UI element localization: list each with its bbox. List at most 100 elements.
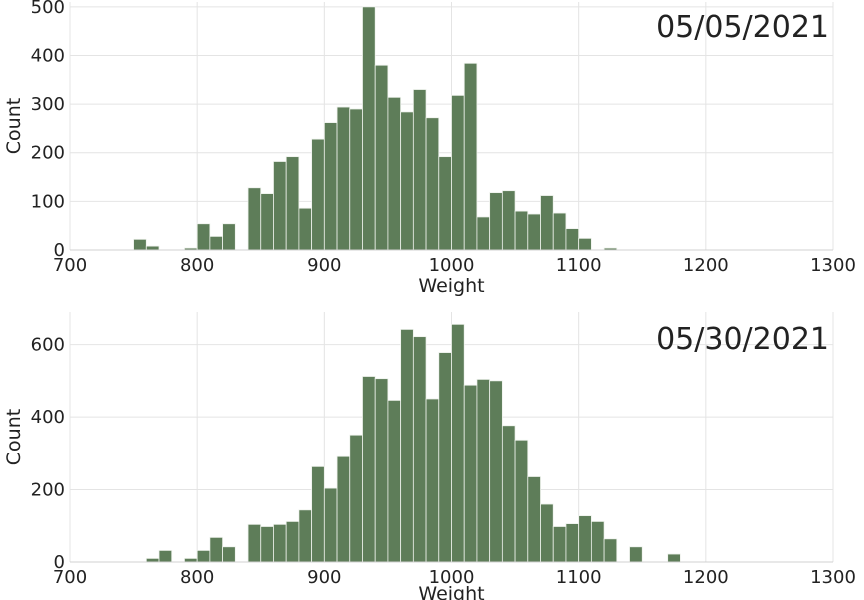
histogram-bar: [463, 384, 478, 563]
histogram-bar: [209, 536, 223, 563]
x-tick-label: 1200: [683, 567, 729, 588]
histogram-bar: [412, 336, 427, 563]
chart-date-title: 05/30/2021: [656, 322, 829, 357]
histogram-bar: [451, 94, 465, 251]
histogram-bar: [603, 538, 618, 563]
histogram-bar: [501, 425, 516, 563]
histogram-bar: [667, 553, 681, 563]
histogram-bar: [298, 509, 313, 563]
histogram-bar: [387, 400, 402, 563]
histogram-bar: [476, 378, 491, 563]
x-tick-label: 700: [53, 567, 87, 588]
histogram-bar: [578, 237, 592, 251]
histogram-bar: [285, 156, 300, 251]
histogram-panel-05-30-2021: 700 800 900 1000 1100 1200 1300 0 200 40…: [3, 312, 856, 600]
histogram-bar: [349, 108, 363, 251]
histogram-bar: [387, 96, 402, 251]
histogram-bar: [527, 213, 541, 251]
histogram-bar: [247, 523, 262, 563]
histogram-bar: [578, 515, 592, 563]
x-tick-label: 1000: [429, 567, 475, 588]
y-tick-labels: 0 100 200 300 400 500: [31, 0, 65, 261]
histogram-bar: [514, 210, 529, 251]
y-tick-label: 600: [31, 335, 65, 356]
y-tick-label: 100: [31, 191, 65, 212]
y-tick-labels: 0 200 400 600: [31, 335, 65, 573]
histogram-bar: [374, 64, 389, 251]
y-axis-label: Count: [3, 98, 25, 154]
histogram-bar: [247, 187, 262, 251]
histogram-bar: [400, 328, 414, 563]
histogram-bar: [336, 106, 351, 251]
x-tick-label: 1100: [556, 255, 602, 276]
histogram-bar: [489, 380, 503, 563]
x-tick-label: 700: [53, 255, 87, 276]
histogram-bar: [374, 378, 389, 563]
histogram-bar: [425, 117, 440, 251]
y-tick-label: 200: [31, 480, 65, 501]
x-tick-label: 800: [180, 255, 214, 276]
y-axis-label: Count: [3, 409, 25, 465]
x-tick-label: 1200: [683, 255, 729, 276]
histogram-bar: [438, 156, 452, 251]
y-tick-label: 200: [31, 143, 65, 164]
histogram-bar: [222, 546, 236, 563]
histogram-bar: [527, 476, 541, 563]
histogram-bars: [133, 6, 618, 251]
histogram-bar: [273, 523, 287, 563]
histogram-bar: [349, 434, 363, 563]
histogram-bar: [285, 521, 300, 563]
histogram-bar: [133, 238, 147, 251]
y-tick-label: 0: [54, 240, 65, 261]
x-tick-label: 800: [180, 567, 214, 588]
histogram-bar: [540, 195, 554, 251]
histogram-bar: [476, 216, 491, 251]
histogram-bar: [425, 398, 440, 563]
histogram-bar: [222, 223, 236, 251]
x-tick-label: 1300: [810, 567, 856, 588]
histogram-bar: [260, 193, 274, 251]
x-axis-label: Weight: [418, 583, 484, 600]
histogram-bar: [629, 546, 643, 563]
histogram-bar: [451, 323, 465, 563]
y-tick-label: 400: [31, 407, 65, 428]
histogram-bar: [311, 138, 325, 251]
histogram-bar: [260, 526, 274, 563]
histogram-bar: [336, 455, 351, 563]
x-tick-label: 900: [307, 567, 341, 588]
histogram-bar: [565, 523, 580, 563]
histogram-bar: [501, 190, 516, 251]
x-tick-label: 1100: [556, 567, 602, 588]
histogram-bar: [362, 6, 376, 251]
histogram-bar: [145, 557, 160, 563]
histogram-bar: [298, 207, 313, 251]
histogram-bars: [145, 323, 681, 563]
histogram-bar: [184, 557, 198, 563]
histogram-bar: [552, 526, 567, 563]
y-tick-label: 300: [31, 94, 65, 115]
y-tick-label: 400: [31, 45, 65, 66]
x-tick-labels: 700 800 900 1000 1100 1200 1300: [53, 255, 856, 276]
x-tick-label: 1300: [810, 255, 856, 276]
y-tick-label: 0: [54, 552, 65, 573]
histogram-bar: [590, 521, 605, 563]
histogram-bar: [463, 62, 478, 251]
histogram-panel-05-05-2021: 700 800 900 1000 1100 1200 1300 0 100 20…: [3, 0, 856, 297]
histogram-bar: [311, 465, 325, 563]
y-tick-label: 500: [31, 0, 65, 18]
x-axis-label: Weight: [418, 275, 484, 297]
histogram-bar: [323, 487, 338, 563]
histogram-bar: [158, 550, 173, 563]
x-tick-labels: 700 800 900 1000 1100 1200 1300: [53, 567, 856, 588]
histogram-bar: [489, 192, 503, 251]
histogram-bar: [412, 89, 427, 251]
histogram-bar: [438, 352, 452, 563]
histogram-bar: [323, 122, 338, 251]
histogram-bar: [565, 228, 580, 251]
histogram-bar: [196, 223, 211, 251]
x-tick-label: 900: [307, 255, 341, 276]
histogram-bar: [552, 212, 567, 251]
histogram-bar: [196, 550, 211, 563]
histogram-bar: [400, 111, 414, 251]
